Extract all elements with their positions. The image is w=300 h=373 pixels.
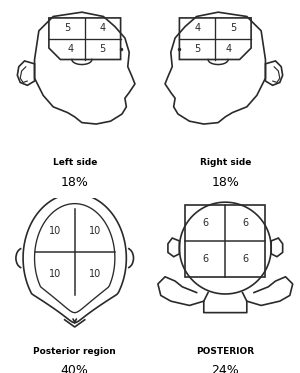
Text: 6: 6 (242, 254, 248, 264)
Text: 6: 6 (242, 218, 248, 228)
Text: 10: 10 (89, 226, 101, 236)
Text: 18%: 18% (212, 176, 239, 189)
Text: POSTERIOR: POSTERIOR (196, 347, 254, 356)
Text: Posterior region: Posterior region (33, 347, 116, 356)
Text: Right side: Right side (200, 159, 251, 167)
Text: Left side: Left side (52, 159, 97, 167)
Text: 10: 10 (49, 269, 61, 279)
Text: 10: 10 (89, 269, 101, 279)
Text: 24%: 24% (212, 364, 239, 373)
Text: 18%: 18% (61, 176, 88, 189)
Text: 6: 6 (202, 218, 208, 228)
Text: 4: 4 (226, 44, 232, 54)
Text: 6: 6 (202, 254, 208, 264)
Text: 40%: 40% (61, 364, 88, 373)
Text: 4: 4 (68, 44, 74, 54)
Text: 5: 5 (194, 44, 200, 54)
Text: 4: 4 (194, 23, 200, 33)
Text: 5: 5 (100, 44, 106, 54)
Text: 10: 10 (49, 226, 61, 236)
Text: 5: 5 (230, 23, 236, 33)
Text: 4: 4 (100, 23, 106, 33)
Text: 5: 5 (64, 23, 70, 33)
